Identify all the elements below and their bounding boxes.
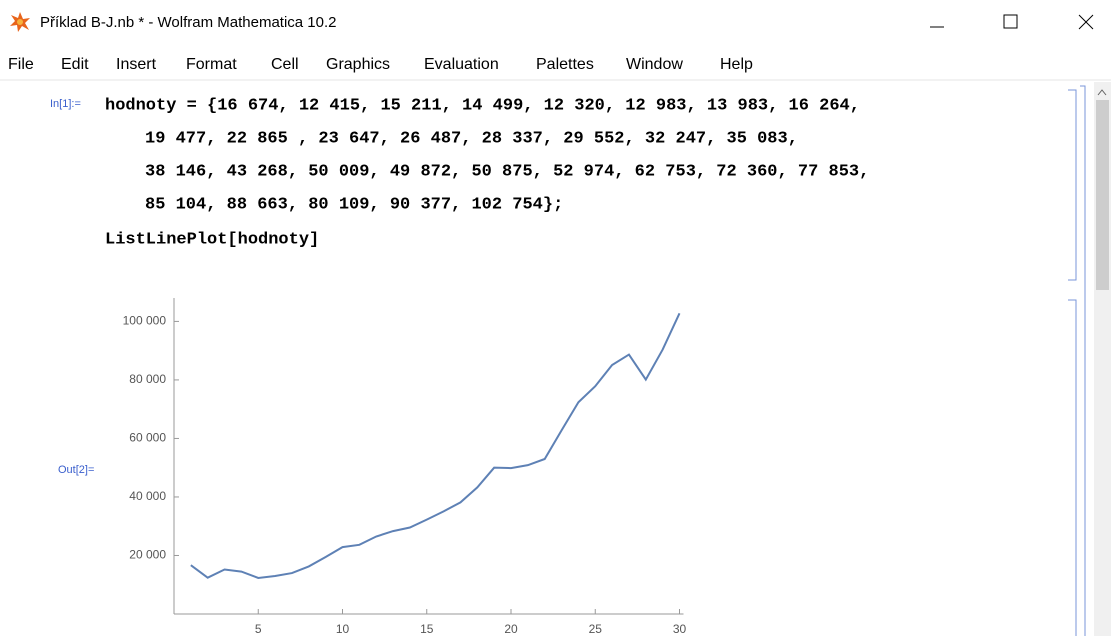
menu-item[interactable]: Cell (271, 56, 299, 73)
code-line: ListLinePlot[hodnoty] (105, 230, 319, 249)
maximize-button[interactable] (1003, 14, 1018, 29)
menu-bar: File Edit Insert Format Cell Graphics Evaluati… (8, 56, 753, 73)
y-tick-label: 60 000 (129, 431, 166, 445)
y-tick-label: 20 000 (129, 548, 166, 562)
menu-item[interactable]: File (8, 56, 34, 73)
menu-item[interactable]: Window (626, 56, 683, 73)
code-line: hodnoty = {16 674, 12 415, 15 211, 14 49… (105, 96, 860, 115)
code-line: 38 146, 43 268, 50 009, 49 872, 50 875, … (145, 162, 869, 181)
x-tick-label: 5 (255, 622, 262, 636)
menu-item[interactable]: Palettes (536, 56, 594, 73)
x-tick-label: 10 (336, 622, 350, 636)
y-tick-label: 40 000 (129, 489, 166, 503)
input-cell: hodnoty = {16 674, 12 415, 15 211, 14 49… (105, 96, 869, 249)
x-tick-label: 25 (589, 622, 603, 636)
scroll-thumb[interactable] (1096, 100, 1109, 290)
close-button[interactable] (1078, 14, 1094, 30)
cell-bracket[interactable] (1068, 299, 1077, 636)
x-tick-label: 15 (420, 622, 434, 636)
menu-item[interactable]: Evaluation (424, 56, 499, 73)
window-title: Příklad B-J.nb * - Wolfram Mathematica 1… (40, 14, 337, 31)
x-tick-label: 20 (504, 622, 518, 636)
menu-item[interactable]: Edit (61, 56, 89, 73)
menu-item[interactable]: Help (720, 56, 753, 73)
title-bar (0, 0, 1111, 46)
y-tick-label: 80 000 (129, 372, 166, 386)
x-tick-label: 30 (673, 622, 687, 636)
code-line: 85 104, 88 663, 80 109, 90 377, 102 754}… (145, 195, 563, 214)
cell-bracket[interactable] (1068, 85, 1086, 636)
menu-item[interactable]: Insert (116, 56, 157, 73)
menu-item[interactable]: Graphics (326, 56, 390, 73)
code-line: 19 477, 22 865 , 23 647, 26 487, 28 337,… (145, 129, 798, 148)
data-line (190, 312, 681, 579)
scroll-up[interactable] (1097, 89, 1107, 96)
output-label: Out[2]= (58, 464, 94, 476)
y-tick-label: 100 000 (123, 314, 167, 328)
input-label: In[1]:= (50, 98, 81, 110)
plot: 20 000 40 000 60 000 80 000 100 000 5 10 15 20 25… (123, 298, 687, 636)
menu-item[interactable]: Format (186, 56, 237, 73)
app-icon (10, 12, 30, 32)
